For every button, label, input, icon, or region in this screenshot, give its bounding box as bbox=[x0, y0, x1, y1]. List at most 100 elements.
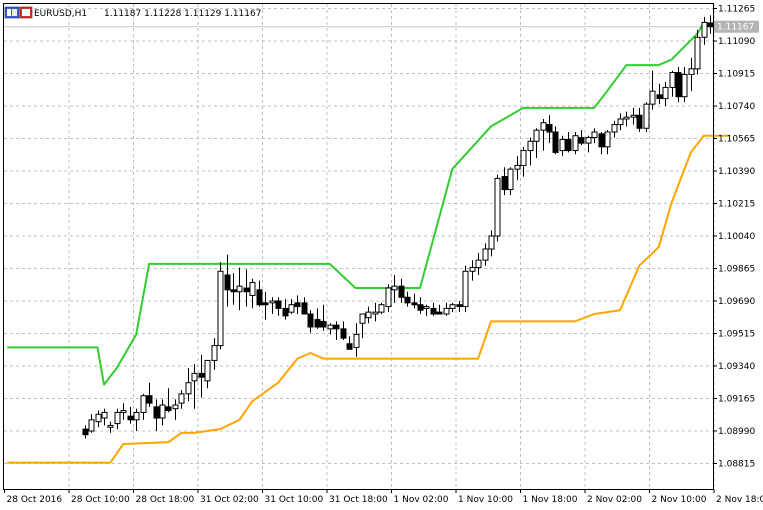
candle-body bbox=[643, 103, 650, 129]
plot-frame bbox=[3, 3, 714, 490]
candle bbox=[217, 262, 224, 350]
candle-body bbox=[494, 177, 501, 237]
candle-body bbox=[559, 138, 566, 152]
candle bbox=[482, 243, 489, 266]
time-tick-label: 2 Nov 10:00 bbox=[652, 495, 707, 505]
candle bbox=[107, 421, 114, 433]
price-tick-label: 1.10740 bbox=[718, 102, 755, 112]
candle-body bbox=[333, 324, 340, 330]
price-tick-label: 1.08990 bbox=[718, 427, 755, 437]
candle bbox=[262, 291, 269, 320]
candle bbox=[656, 83, 663, 105]
candle bbox=[243, 269, 250, 307]
candle bbox=[307, 310, 314, 333]
candle-body bbox=[153, 406, 160, 419]
candle-body bbox=[282, 307, 289, 317]
candle-body bbox=[198, 372, 205, 378]
candle-body bbox=[365, 311, 372, 319]
candle-body bbox=[462, 270, 469, 308]
chart-header: EURUSD,H1 1.11187 1.11228 1.11129 1.1116… bbox=[4, 6, 261, 19]
candle bbox=[224, 254, 231, 307]
symbol-icon bbox=[4, 6, 33, 19]
candle bbox=[475, 252, 482, 275]
candle-body bbox=[398, 285, 405, 298]
candle-body bbox=[591, 131, 598, 139]
candle bbox=[359, 313, 366, 339]
candle bbox=[636, 107, 643, 132]
candle-body bbox=[694, 36, 701, 70]
candle-body bbox=[707, 22, 714, 28]
price-tick-label: 1.11090 bbox=[718, 37, 755, 47]
candle bbox=[378, 302, 385, 314]
candle bbox=[501, 167, 508, 196]
candle bbox=[469, 260, 476, 281]
candle bbox=[411, 293, 418, 309]
candle-body bbox=[378, 304, 385, 313]
candle-body bbox=[204, 359, 211, 382]
candle bbox=[140, 393, 147, 420]
candle-body bbox=[262, 302, 269, 306]
candle bbox=[346, 336, 353, 350]
candle bbox=[372, 302, 379, 322]
price-tick-label: 1.09865 bbox=[718, 265, 755, 275]
candle-body bbox=[565, 138, 572, 152]
candle bbox=[282, 299, 289, 320]
candle-body bbox=[514, 164, 521, 170]
candle-body bbox=[224, 274, 231, 291]
lower-line-series bbox=[7, 134, 730, 464]
candle bbox=[675, 67, 682, 103]
candle-body bbox=[540, 122, 547, 131]
candle-body bbox=[623, 116, 630, 120]
candle-body bbox=[423, 306, 430, 309]
candle-body bbox=[243, 287, 250, 293]
candle bbox=[211, 338, 218, 370]
candle-body bbox=[269, 300, 276, 304]
candle bbox=[488, 230, 495, 257]
candle-body bbox=[172, 404, 179, 410]
candle-body bbox=[604, 131, 611, 148]
candle bbox=[643, 102, 650, 132]
candle-body bbox=[675, 72, 682, 98]
candle bbox=[191, 364, 198, 409]
candle bbox=[236, 267, 243, 311]
current-price-label: 1.11167 bbox=[717, 23, 754, 33]
candle-body bbox=[688, 68, 695, 75]
candle bbox=[430, 302, 437, 316]
candle bbox=[275, 297, 282, 316]
candle bbox=[146, 382, 153, 407]
price-axis: 1.11265 1.11090 1.10915 1.10740 1.10565 1.103… bbox=[713, 5, 755, 470]
candle bbox=[230, 273, 237, 305]
candle-body bbox=[320, 320, 327, 328]
candle bbox=[385, 284, 392, 313]
candle bbox=[88, 414, 95, 433]
candle-body bbox=[385, 287, 392, 308]
candle-body bbox=[82, 428, 89, 436]
candle-body bbox=[488, 235, 495, 250]
candle-body bbox=[681, 73, 688, 98]
time-tick-label: 1 Nov 18:00 bbox=[523, 495, 578, 505]
candle bbox=[694, 29, 701, 75]
candle-body bbox=[178, 393, 185, 404]
candle bbox=[82, 425, 89, 439]
price-tick-label: 1.11265 bbox=[718, 5, 755, 15]
candle bbox=[165, 388, 172, 413]
candle bbox=[153, 399, 160, 431]
candle bbox=[617, 113, 624, 131]
price-tick-label: 1.10390 bbox=[718, 167, 755, 177]
candle bbox=[572, 132, 579, 155]
candle bbox=[320, 304, 327, 331]
time-tick-label: 2 Nov 18:00 bbox=[716, 495, 763, 505]
candle-body bbox=[430, 307, 437, 315]
candle bbox=[623, 111, 630, 127]
candle bbox=[462, 265, 469, 313]
candle bbox=[527, 137, 534, 166]
candle-body bbox=[314, 319, 321, 328]
candle-body bbox=[340, 328, 347, 339]
time-tick-label: 1 Nov 02:00 bbox=[394, 495, 449, 505]
candle bbox=[507, 167, 514, 196]
candle bbox=[688, 57, 695, 92]
candle-body bbox=[630, 114, 637, 118]
current-price-tag-bg bbox=[714, 20, 759, 33]
